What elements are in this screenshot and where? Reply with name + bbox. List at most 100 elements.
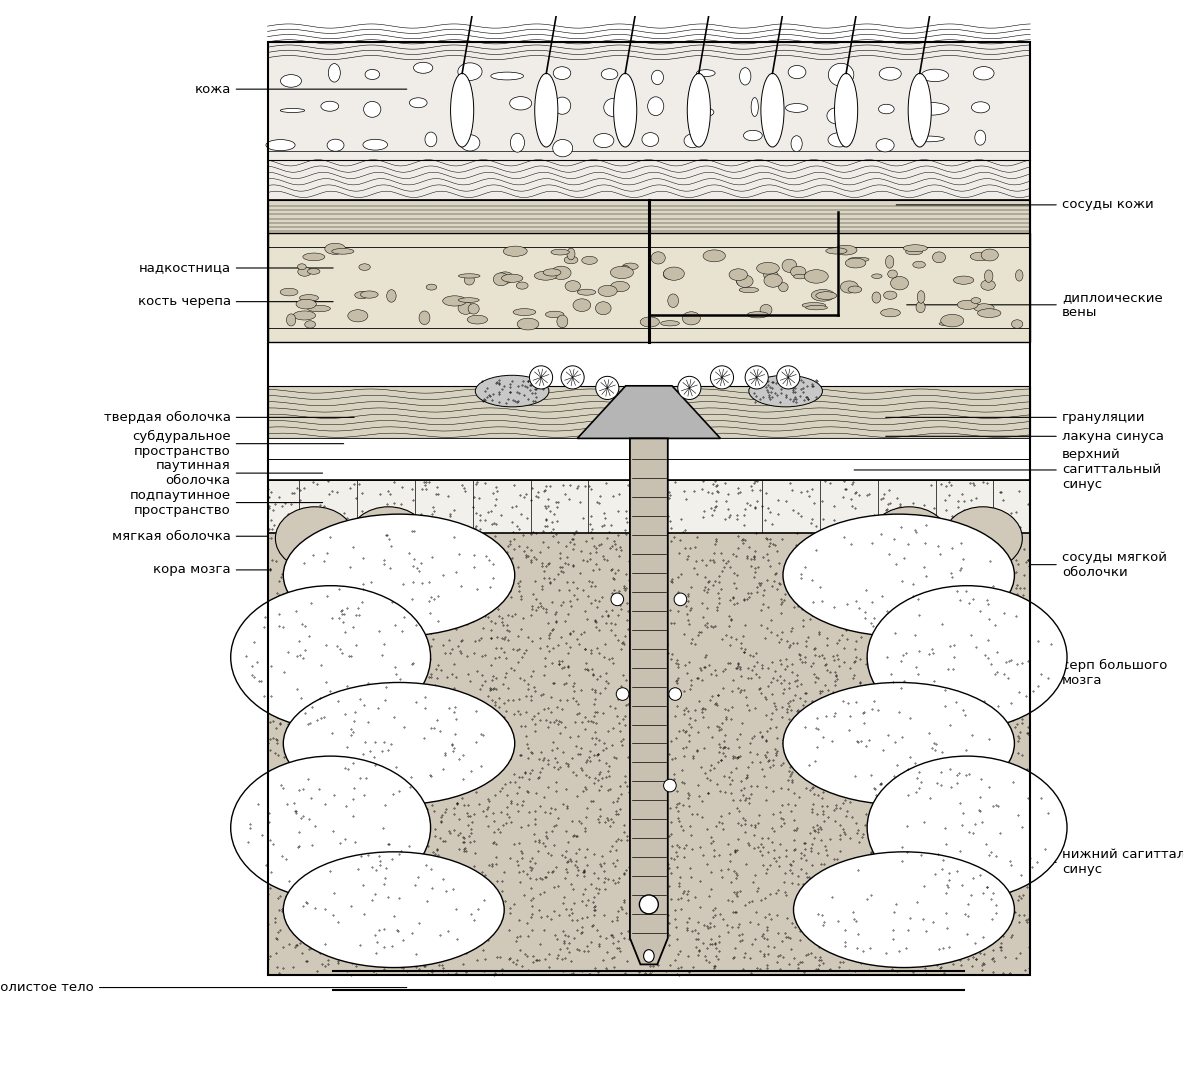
- Ellipse shape: [828, 63, 854, 87]
- Ellipse shape: [551, 266, 571, 279]
- Text: паутинная
оболочка: паутинная оболочка: [156, 459, 323, 487]
- Ellipse shape: [476, 376, 549, 407]
- Ellipse shape: [739, 287, 758, 292]
- Ellipse shape: [348, 310, 368, 322]
- Bar: [267, 533, 1030, 975]
- Ellipse shape: [652, 70, 664, 84]
- Ellipse shape: [308, 269, 319, 274]
- Ellipse shape: [363, 102, 381, 117]
- Ellipse shape: [363, 140, 388, 151]
- Ellipse shape: [674, 593, 687, 605]
- Ellipse shape: [582, 257, 597, 264]
- Ellipse shape: [1011, 319, 1023, 328]
- Ellipse shape: [458, 63, 481, 80]
- Bar: [267, 199, 1030, 233]
- Ellipse shape: [1015, 270, 1023, 282]
- Ellipse shape: [276, 507, 355, 570]
- Ellipse shape: [668, 688, 681, 701]
- Polygon shape: [629, 439, 667, 964]
- Ellipse shape: [535, 271, 557, 280]
- Ellipse shape: [913, 261, 925, 269]
- Ellipse shape: [922, 69, 949, 81]
- Ellipse shape: [783, 682, 1015, 805]
- Ellipse shape: [464, 275, 474, 285]
- Ellipse shape: [660, 321, 679, 326]
- Ellipse shape: [426, 284, 437, 290]
- Ellipse shape: [804, 270, 828, 283]
- Ellipse shape: [739, 67, 751, 84]
- Ellipse shape: [266, 140, 295, 151]
- Ellipse shape: [749, 376, 822, 407]
- Ellipse shape: [870, 507, 949, 570]
- Ellipse shape: [867, 586, 1067, 729]
- Ellipse shape: [782, 259, 797, 273]
- Ellipse shape: [308, 305, 330, 312]
- Ellipse shape: [293, 311, 316, 319]
- Ellipse shape: [975, 130, 985, 145]
- Ellipse shape: [914, 103, 949, 115]
- Text: серп большого
мозга: серп большого мозга: [759, 658, 1168, 687]
- Ellipse shape: [620, 265, 631, 276]
- Ellipse shape: [763, 271, 778, 279]
- Ellipse shape: [684, 134, 702, 147]
- Text: твердая оболочка: твердая оболочка: [104, 410, 354, 423]
- Text: грануляции: грануляции: [886, 410, 1145, 423]
- Ellipse shape: [419, 311, 429, 325]
- Ellipse shape: [912, 136, 944, 142]
- Ellipse shape: [557, 315, 568, 328]
- Ellipse shape: [517, 318, 539, 330]
- Ellipse shape: [283, 682, 515, 805]
- Ellipse shape: [783, 514, 1015, 636]
- Ellipse shape: [788, 65, 806, 79]
- Ellipse shape: [442, 296, 466, 306]
- Ellipse shape: [932, 252, 945, 263]
- Ellipse shape: [745, 366, 768, 389]
- Ellipse shape: [872, 274, 883, 278]
- Ellipse shape: [957, 300, 978, 310]
- Ellipse shape: [887, 270, 898, 278]
- Ellipse shape: [953, 276, 974, 284]
- Ellipse shape: [503, 246, 528, 257]
- Ellipse shape: [812, 289, 834, 301]
- Ellipse shape: [891, 276, 909, 290]
- Text: субдуральное
пространство: субдуральное пространство: [132, 430, 343, 458]
- Ellipse shape: [647, 96, 664, 116]
- Ellipse shape: [329, 64, 341, 82]
- Ellipse shape: [328, 140, 344, 152]
- Ellipse shape: [879, 104, 894, 114]
- Ellipse shape: [516, 282, 528, 289]
- Ellipse shape: [909, 74, 931, 147]
- Ellipse shape: [491, 73, 524, 80]
- Text: мозолистое тело: мозолистое тело: [0, 981, 407, 994]
- Ellipse shape: [867, 756, 1067, 899]
- Ellipse shape: [366, 69, 380, 79]
- Ellipse shape: [687, 74, 711, 147]
- Ellipse shape: [493, 273, 509, 286]
- Ellipse shape: [280, 75, 302, 88]
- Ellipse shape: [644, 950, 654, 963]
- Bar: [267, 233, 1030, 341]
- Ellipse shape: [325, 244, 345, 255]
- Ellipse shape: [816, 291, 836, 300]
- Ellipse shape: [886, 256, 894, 269]
- Ellipse shape: [331, 248, 354, 255]
- Ellipse shape: [879, 67, 901, 80]
- Ellipse shape: [305, 321, 316, 328]
- Ellipse shape: [616, 688, 629, 701]
- Ellipse shape: [543, 269, 561, 276]
- Ellipse shape: [552, 140, 573, 157]
- Ellipse shape: [778, 283, 788, 291]
- Ellipse shape: [614, 74, 636, 147]
- Ellipse shape: [828, 133, 851, 147]
- Ellipse shape: [877, 139, 894, 152]
- Ellipse shape: [409, 97, 427, 107]
- Text: надкостница: надкостница: [138, 261, 334, 274]
- Ellipse shape: [840, 280, 859, 293]
- Ellipse shape: [806, 305, 827, 310]
- Ellipse shape: [761, 74, 784, 147]
- Ellipse shape: [848, 286, 861, 293]
- Ellipse shape: [361, 291, 379, 298]
- Ellipse shape: [468, 303, 479, 314]
- Ellipse shape: [827, 107, 847, 125]
- Text: кость черепа: кость черепа: [137, 296, 334, 309]
